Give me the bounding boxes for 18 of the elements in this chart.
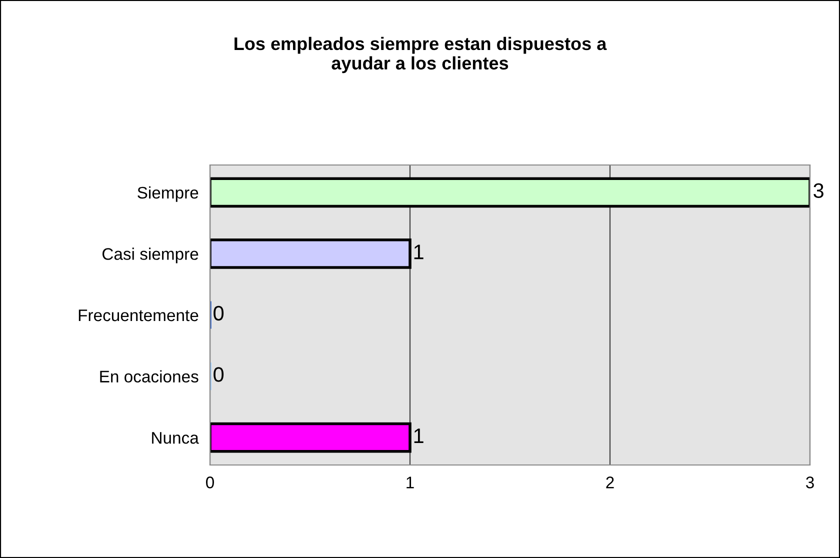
y-tick-label: Siempre xyxy=(138,186,198,202)
bar xyxy=(210,177,810,208)
data-label: 1 xyxy=(414,244,424,260)
y-tick-label: Nunca xyxy=(152,432,199,444)
x-tick-label: 0 xyxy=(206,476,214,488)
data-label: 0 xyxy=(214,306,224,321)
data-label: 1 xyxy=(414,428,424,443)
bar xyxy=(210,238,412,269)
chart-title: Los empleados siempre estan dispuestos a ayudar a los clientes xyxy=(234,36,607,74)
data-label: 0 xyxy=(214,367,224,382)
x-tick-label: 2 xyxy=(606,476,614,488)
x-tick-label: 3 xyxy=(806,476,814,488)
y-tick-label: En ocaciones xyxy=(100,370,198,382)
y-tick-label: Casi siempre xyxy=(102,248,198,264)
x-tick-label: 1 xyxy=(406,476,414,488)
bar xyxy=(210,422,412,453)
data-label: 3 xyxy=(814,183,824,198)
y-tick-label: Frecuentemente xyxy=(78,310,198,322)
